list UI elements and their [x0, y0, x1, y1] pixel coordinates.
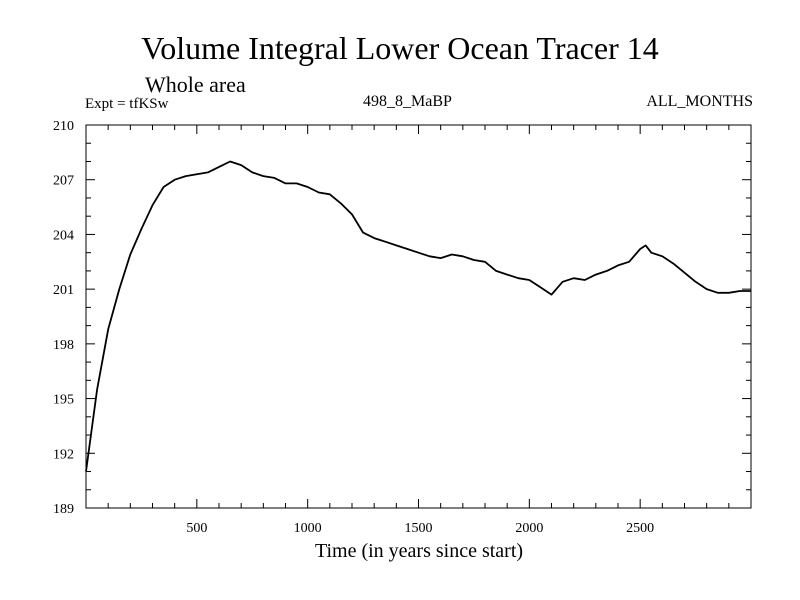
series-group: [85, 160, 751, 472]
months-label: ALL_MONTHS: [646, 93, 753, 110]
x-tick-label: 1500: [405, 521, 433, 536]
x-tick-label: 1000: [294, 521, 322, 536]
x-tick-label: 500: [186, 521, 207, 536]
y-tick-label: 195: [53, 393, 74, 408]
y-tick-label: 210: [53, 119, 74, 134]
x-tick-label: 2000: [515, 521, 543, 536]
experiment-label: Expt = tfKSw: [85, 96, 169, 112]
y-tick-label: 201: [53, 283, 74, 298]
chart-title: Volume Integral Lower Ocean Tracer 14: [141, 30, 659, 66]
chart-subtitle: Whole area: [145, 72, 246, 97]
y-tick-label: 207: [53, 174, 74, 189]
y-tick-label: 189: [53, 502, 74, 517]
y-tick-label: 204: [53, 228, 74, 243]
x-axis-label: Time (in years since start): [314, 540, 524, 562]
period-label: 498_8_MaBP: [363, 93, 452, 110]
y-tick-label: 192: [53, 447, 74, 462]
axis-ticks: [86, 125, 751, 508]
y-tick-label: 198: [53, 338, 74, 353]
plot-frame: [85, 124, 752, 509]
series-line: [85, 160, 751, 472]
tick-labels: 500 1000 1500 2000 2500 189 192 195 198 201 204 207…: [53, 119, 654, 536]
x-tick-label: 2500: [626, 521, 654, 536]
